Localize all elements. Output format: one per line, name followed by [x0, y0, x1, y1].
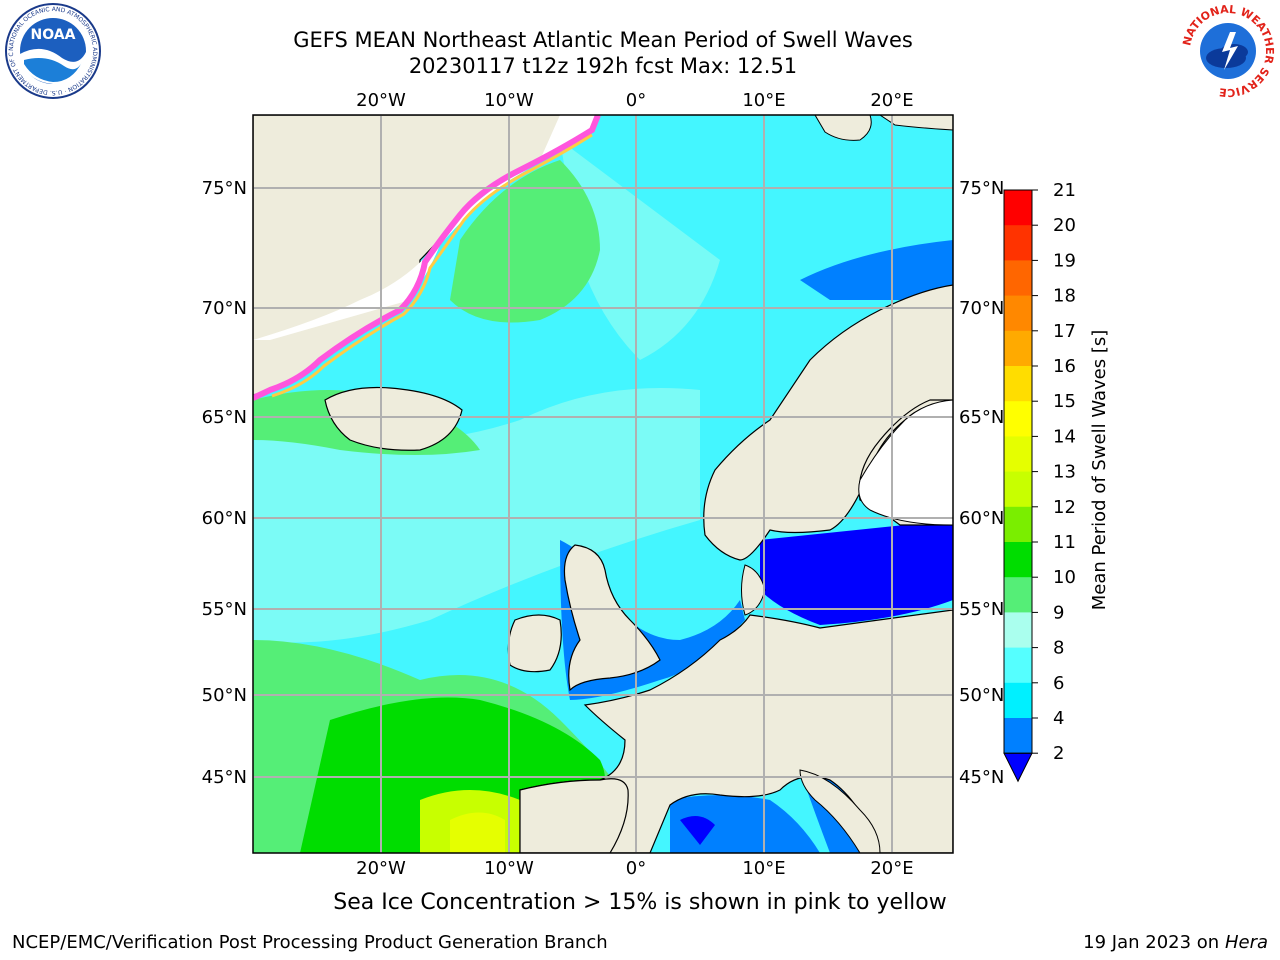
noaa-name: NOAA: [31, 27, 76, 43]
lon-labels-top: 20°W 10°W 0° 10°E 20°E: [356, 90, 913, 111]
footer-credit: NCEP/EMC/Verification Post Processing Pr…: [12, 932, 608, 953]
lat-tick-left: 45°N: [202, 767, 247, 788]
colorbar-segment: [1004, 260, 1032, 297]
footer-date: 19 Jan 2023 on Hera: [1083, 932, 1268, 953]
colorbar-segment: [1004, 330, 1032, 367]
nws-logo-icon: NATIONAL WEATHER SERVICE: [1180, 3, 1276, 99]
ireland-land: [507, 614, 562, 673]
lat-tick-left: 65°N: [202, 407, 247, 428]
colorbar-segment: [1004, 295, 1032, 332]
short-period-barents: [800, 240, 953, 300]
lat-tick-left: 60°N: [202, 508, 247, 529]
colorbar-tick-label: 18: [1053, 286, 1076, 307]
lat-tick-left: 75°N: [202, 178, 247, 199]
footer-date-text: 19 Jan 2023 on: [1083, 932, 1225, 953]
colorbar-segment: [1004, 190, 1032, 226]
colorbar-segment: [1004, 718, 1032, 754]
colorbar-extend-arrow: [1003, 752, 1033, 783]
lon-labels-bottom: 20°W 10°W 0° 10°E 20°E: [356, 858, 913, 879]
lat-tick-left: 55°N: [202, 599, 247, 620]
colorbar-segment: [1004, 542, 1032, 578]
lat-tick-left: 70°N: [202, 298, 247, 319]
colorbar-label: Mean Period of Swell Waves [s]: [1089, 330, 1110, 611]
chart-title: GEFS MEAN Northeast Atlantic Mean Period…: [293, 28, 913, 52]
colorbar-tick-label: 21: [1053, 180, 1076, 201]
colorbar-segment: [1004, 506, 1032, 543]
short-period-baltic: [760, 520, 953, 625]
colorbar-segment: [1004, 436, 1032, 473]
colorbar-segment: [1004, 647, 1032, 684]
colorbar-segment: [1004, 682, 1032, 719]
colorbar-tick-label: 15: [1053, 391, 1076, 412]
lat-tick-right: 45°N: [959, 767, 1004, 788]
lat-labels-left: 75°N 70°N 65°N 60°N 55°N 50°N 45°N: [202, 178, 247, 788]
colorbar-tick-label: 14: [1053, 426, 1076, 447]
swell-region-north: [450, 160, 600, 323]
colorbar-tick-label: 10: [1053, 567, 1076, 588]
colorbar-segment: [1004, 225, 1032, 261]
lon-tick-bottom: 10°W: [484, 858, 534, 879]
lat-tick-right: 60°N: [959, 508, 1004, 529]
chart-subtitle: 20230117 t12z 192h fcst Max: 12.51: [408, 54, 798, 78]
lon-tick-top: 10°W: [484, 90, 534, 111]
colorbar-tick-label: 11: [1053, 532, 1076, 553]
colorbar-segment: [1004, 577, 1032, 613]
colorbar-tick-label: 8: [1053, 638, 1064, 659]
lat-tick-right: 50°N: [959, 685, 1004, 706]
colorbar-tick-label: 6: [1053, 673, 1064, 694]
map-panel: [253, 115, 953, 853]
colorbar-segment: [1004, 612, 1032, 649]
colorbar-segment: [1004, 366, 1032, 402]
colorbar-tick-label: 13: [1053, 462, 1076, 483]
graticule: [253, 115, 953, 853]
sea-ice-note: Sea Ice Concentration > 15% is shown in …: [333, 890, 947, 915]
iberia-land: [519, 778, 629, 853]
map-frame: [252, 114, 954, 854]
lat-labels-right: 75°N 70°N 65°N 60°N 55°N 50°N 45°N: [959, 178, 1004, 788]
lat-tick-right: 70°N: [959, 298, 1004, 319]
lon-tick-bottom: 10°E: [742, 858, 785, 879]
colorbar-tick-label: 16: [1053, 356, 1076, 377]
colorbar-segment: [1004, 401, 1032, 437]
lon-tick-bottom: 20°E: [870, 858, 913, 879]
lat-tick-left: 50°N: [202, 685, 247, 706]
colorbar-tick-label: 17: [1053, 321, 1076, 342]
lon-tick-top: 10°E: [742, 90, 785, 111]
colorbar-tick-label: 4: [1053, 708, 1064, 729]
noaa-logo-icon: NATIONAL OCEANIC AND ATMOSPHERIC ADMINIS…: [2, 2, 101, 99]
lon-tick-top: 20°E: [870, 90, 913, 111]
colorbar-tick-label: 2: [1053, 743, 1064, 764]
colorbar-tick-label: 19: [1053, 250, 1076, 271]
lon-tick-bottom: 20°W: [356, 858, 406, 879]
colorbar-tick-label: 12: [1053, 497, 1076, 518]
lat-tick-right: 65°N: [959, 407, 1004, 428]
colorbar-tick-label: 20: [1053, 215, 1076, 236]
colorbar-tick-label: 9: [1053, 602, 1064, 623]
lon-tick-top: 0°: [626, 90, 646, 111]
lat-tick-right: 75°N: [959, 178, 1004, 199]
lon-tick-top: 20°W: [356, 90, 406, 111]
colorbar-segment: [1004, 471, 1032, 508]
short-period-mediterranean: [670, 795, 820, 853]
lat-tick-right: 55°N: [959, 599, 1004, 620]
colorbar: 21 20 19 18 17 16 15 14 13 12 11 10 9 8 6 4 2: [1003, 180, 1076, 783]
lon-tick-bottom: 0°: [626, 858, 646, 879]
sea-ice-edge: [253, 115, 601, 401]
footer-host: Hera: [1224, 932, 1268, 953]
